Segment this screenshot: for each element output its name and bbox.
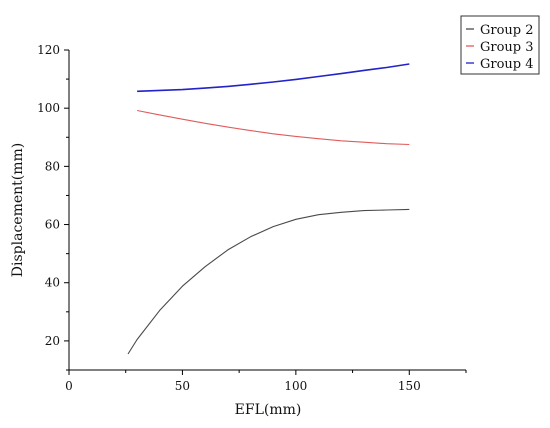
y-axis-title: Displacement(mm) (10, 143, 26, 277)
legend-label: Group 3 (480, 40, 534, 55)
x-tick-label: 50 (175, 379, 190, 393)
legend: Group 2 Group 3 Group 4 (460, 15, 540, 75)
series-line-group-3 (136, 109, 410, 146)
series-line-group-2 (127, 208, 410, 355)
series-layer (127, 63, 410, 355)
y-tick-label: 20 (45, 334, 60, 348)
x-axis-title: EFL(mm) (235, 402, 302, 418)
y-tick-label: 80 (45, 159, 60, 173)
x-tick-label: 150 (398, 379, 421, 393)
legend-label: Group 2 (480, 23, 534, 38)
series-line-group-4 (137, 63, 410, 93)
legend-label: Group 4 (480, 57, 534, 72)
y-tick-label: 60 (45, 218, 60, 232)
y-tick-label: 40 (45, 276, 60, 290)
x-tick-label: 0 (65, 379, 73, 393)
y-tick-label: 100 (37, 101, 60, 115)
y-tick-label: 120 (37, 43, 60, 57)
x-tick-label: 100 (284, 379, 307, 393)
legend-box (460, 15, 540, 75)
axes: 0 50 100 150 20 40 60 80 100 120 (37, 43, 467, 393)
